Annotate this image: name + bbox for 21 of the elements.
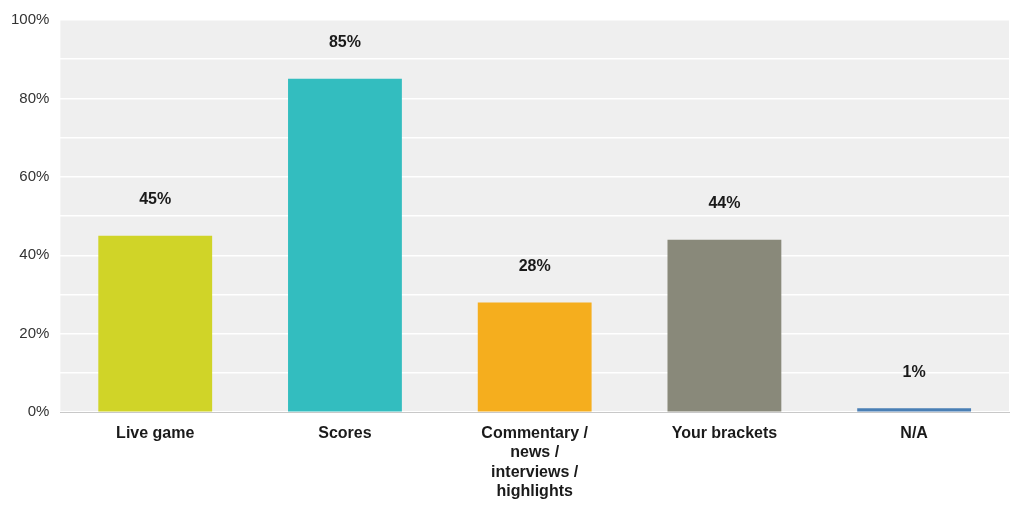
x-tick-label: Commentary / news / interviews / highlights [481, 424, 589, 499]
x-tick-label: Your brackets [671, 424, 778, 442]
data-label: 1% [902, 362, 926, 380]
bar [857, 408, 972, 412]
bar [288, 78, 402, 412]
bar [477, 302, 592, 412]
data-label: 28% [518, 256, 551, 274]
data-label: 85% [328, 33, 361, 51]
data-label: 44% [708, 194, 741, 212]
y-tick-label: 80% [19, 88, 50, 106]
y-tick-label: 20% [19, 323, 50, 341]
x-tick-label: Scores [318, 424, 372, 442]
x-tick-label: Live game [116, 424, 195, 442]
y-tick-label: 0% [27, 402, 50, 420]
y-tick-label: 60% [19, 167, 50, 185]
x-tick-label: N/A [900, 424, 929, 442]
y-tick-label: 100% [10, 10, 50, 28]
data-label: 45% [139, 190, 172, 208]
y-tick-label: 40% [19, 245, 50, 263]
bar [667, 239, 782, 412]
bar [98, 235, 213, 412]
